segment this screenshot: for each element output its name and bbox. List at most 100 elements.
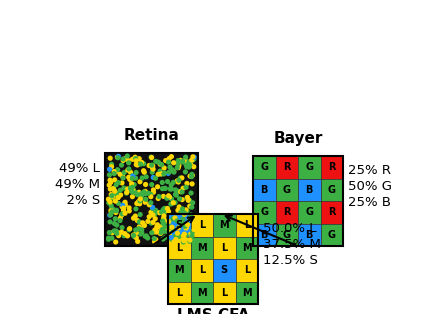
Point xyxy=(158,228,165,233)
Point xyxy=(150,213,157,218)
Point xyxy=(125,227,132,232)
Point xyxy=(180,238,187,243)
Point xyxy=(110,228,117,233)
Point xyxy=(172,234,179,239)
Point xyxy=(165,156,172,161)
Point xyxy=(178,176,185,181)
Point xyxy=(187,162,194,167)
Point xyxy=(148,163,155,168)
Point xyxy=(120,158,127,163)
Point xyxy=(132,155,139,160)
Point xyxy=(187,213,194,218)
Point xyxy=(126,188,133,193)
Point xyxy=(171,216,178,221)
Bar xyxy=(298,178,320,201)
Point xyxy=(113,231,120,236)
Point xyxy=(179,189,186,194)
Point xyxy=(132,170,139,175)
Point xyxy=(149,163,156,168)
Bar xyxy=(213,236,235,259)
Point xyxy=(185,198,192,203)
Point xyxy=(151,239,158,244)
Point xyxy=(155,196,162,201)
Point xyxy=(186,239,193,244)
Point xyxy=(176,234,183,239)
Point xyxy=(116,230,123,236)
Point xyxy=(159,186,166,191)
Point xyxy=(168,235,175,240)
Point xyxy=(134,201,141,206)
Point xyxy=(132,158,139,163)
Point xyxy=(108,203,115,208)
Text: 50.0% L: 50.0% L xyxy=(263,223,316,236)
Text: B: B xyxy=(305,230,313,240)
Point xyxy=(135,199,142,204)
Bar xyxy=(298,156,320,178)
Point xyxy=(189,158,196,163)
Bar xyxy=(253,156,343,246)
Bar xyxy=(253,178,275,201)
Point xyxy=(150,229,158,234)
Point xyxy=(139,220,146,225)
Point xyxy=(152,176,159,181)
Point xyxy=(129,190,136,195)
Point xyxy=(154,222,161,227)
Point xyxy=(139,176,146,181)
Point xyxy=(120,206,127,211)
Point xyxy=(120,208,127,213)
Point xyxy=(123,191,130,196)
Point xyxy=(182,158,189,163)
Text: L: L xyxy=(244,220,250,230)
Point xyxy=(148,230,155,235)
Text: L: L xyxy=(221,243,227,253)
Point xyxy=(142,200,149,205)
Text: 37.5% M: 37.5% M xyxy=(263,239,321,252)
Text: R: R xyxy=(328,207,335,217)
Point xyxy=(108,209,115,214)
Point xyxy=(138,230,145,235)
Point xyxy=(159,219,166,224)
Point xyxy=(180,240,187,245)
Bar xyxy=(253,201,275,224)
Point xyxy=(175,165,182,170)
Point xyxy=(117,188,124,193)
Point xyxy=(138,194,145,199)
Text: L: L xyxy=(176,243,182,253)
Point xyxy=(121,211,128,216)
Point xyxy=(113,230,120,235)
Point xyxy=(125,158,132,163)
Point xyxy=(165,193,172,198)
Text: M: M xyxy=(242,243,252,253)
Text: L: L xyxy=(198,220,205,230)
Point xyxy=(144,236,151,241)
Bar xyxy=(320,156,343,178)
Point xyxy=(183,225,190,230)
Point xyxy=(151,227,158,232)
Point xyxy=(132,176,139,181)
Point xyxy=(138,227,145,232)
Point xyxy=(145,191,152,196)
Point xyxy=(107,208,114,213)
Point xyxy=(160,194,167,199)
Point xyxy=(133,230,140,235)
Point xyxy=(172,192,179,197)
Point xyxy=(161,214,168,219)
Bar xyxy=(191,214,213,236)
Point xyxy=(121,233,128,238)
Point xyxy=(119,203,126,208)
Point xyxy=(112,216,119,221)
Point xyxy=(106,230,113,235)
Point xyxy=(118,225,125,230)
Point xyxy=(132,190,139,195)
Point xyxy=(189,154,196,160)
Point xyxy=(144,219,151,224)
Text: M: M xyxy=(197,288,206,298)
Point xyxy=(106,219,114,225)
Point xyxy=(183,195,191,200)
Point xyxy=(161,225,169,230)
Point xyxy=(147,192,154,197)
Point xyxy=(118,230,125,235)
Point xyxy=(130,233,137,238)
Point xyxy=(114,155,121,160)
Point xyxy=(123,190,130,195)
